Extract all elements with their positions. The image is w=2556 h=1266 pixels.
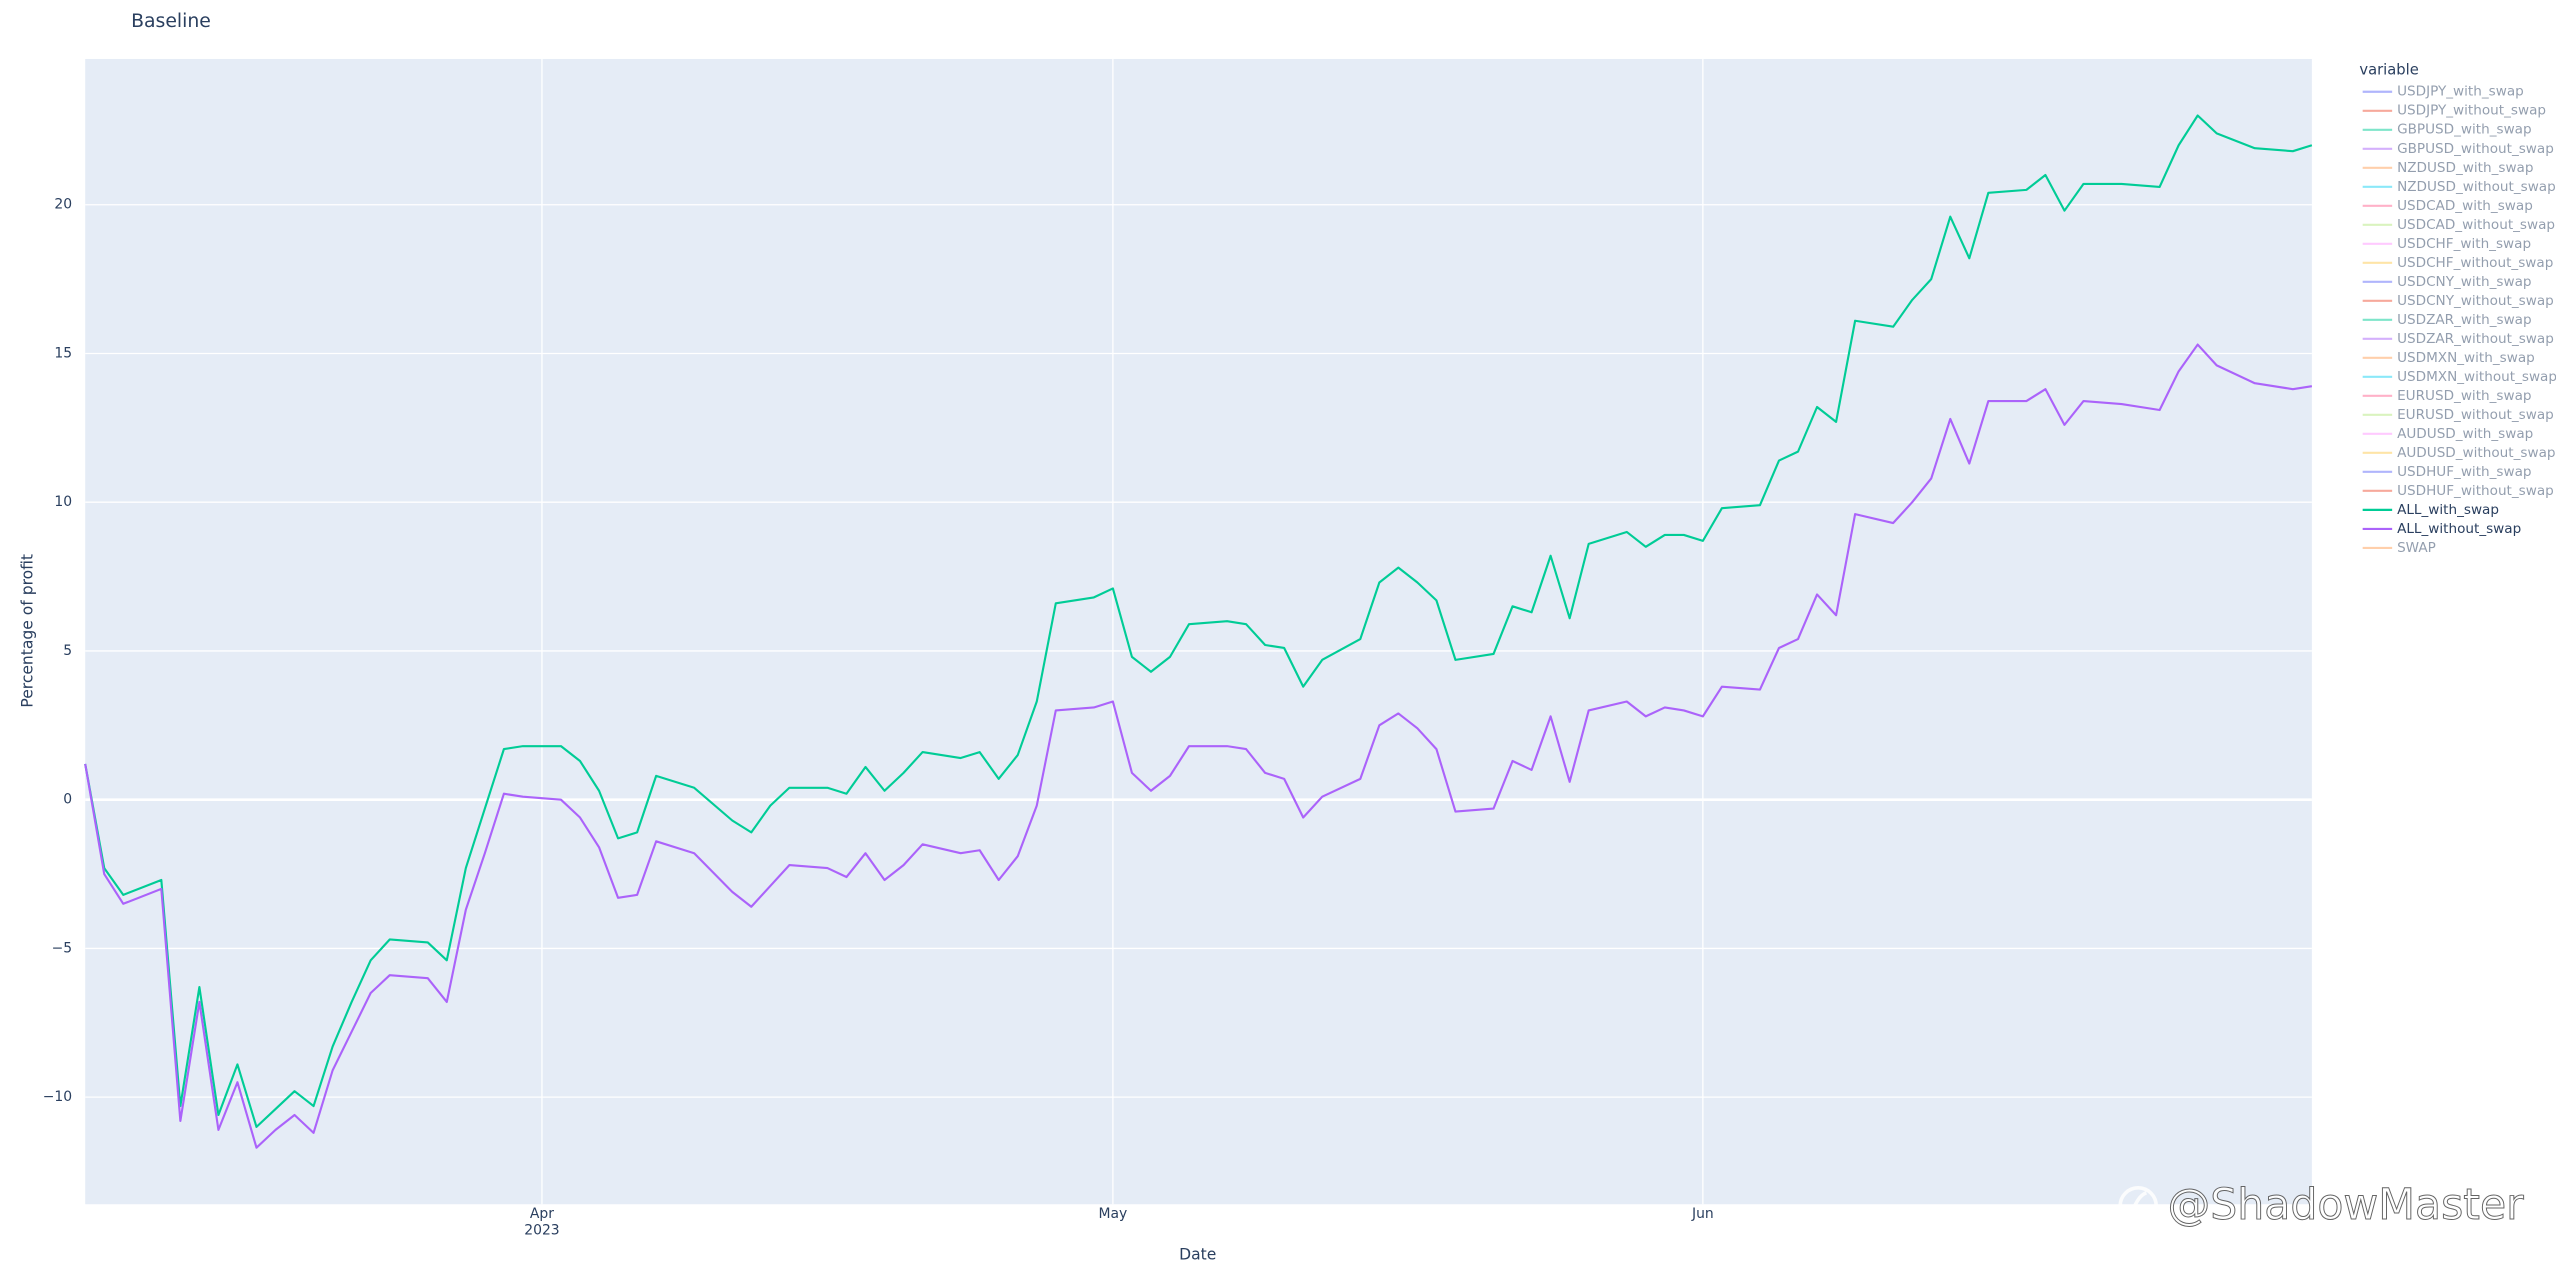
legend-item[interactable]: ALL_without_swap <box>2362 521 2522 537</box>
legend-label: EURUSD_with_swap <box>2397 388 2531 404</box>
y-tick-label: 5 <box>63 643 72 659</box>
y-tick-label: −10 <box>43 1089 72 1105</box>
chart-title: Baseline <box>131 11 211 32</box>
legend-item[interactable]: ALL_with_swap <box>2362 502 2499 518</box>
legend-label: USDCNY_with_swap <box>2397 274 2531 290</box>
legend-item[interactable]: AUDUSD_without_swap <box>2362 445 2556 461</box>
legend-label: GBPUSD_without_swap <box>2397 141 2554 157</box>
legend-item[interactable]: GBPUSD_without_swap <box>2362 141 2554 157</box>
y-tick-label: −5 <box>52 940 73 956</box>
legend-item[interactable]: USDJPY_with_swap <box>2362 84 2524 100</box>
legend-item[interactable]: USDJPY_without_swap <box>2362 103 2546 119</box>
legend-item[interactable]: USDZAR_without_swap <box>2362 331 2554 347</box>
y-tick-label: 10 <box>54 494 72 510</box>
y-tick-label: 20 <box>54 197 72 213</box>
legend-item[interactable]: USDCNY_with_swap <box>2362 274 2532 290</box>
legend-label: USDCHF_with_swap <box>2397 236 2531 252</box>
legend-label: ALL_with_swap <box>2397 502 2499 518</box>
legend-label: USDJPY_without_swap <box>2397 103 2546 119</box>
legend-label: AUDUSD_with_swap <box>2397 426 2533 442</box>
series-line <box>84 343 2313 1149</box>
legend-label: USDCHF_without_swap <box>2397 255 2553 271</box>
legend-label: USDCNY_without_swap <box>2397 293 2554 309</box>
legend-item[interactable]: USDZAR_with_swap <box>2362 312 2532 328</box>
legend-label: NZDUSD_without_swap <box>2397 179 2556 195</box>
y-tick-label: 0 <box>63 792 72 808</box>
watermark: @ShadowMaster <box>2168 1180 2524 1230</box>
legend-item[interactable]: NZDUSD_with_swap <box>2362 160 2534 176</box>
legend-label: USDZAR_with_swap <box>2397 312 2532 328</box>
legend-label: AUDUSD_without_swap <box>2397 445 2555 461</box>
y-tick-label: 15 <box>54 345 72 361</box>
x-tick-label: May <box>1099 1206 1128 1222</box>
x-tick-label: Apr 2023 <box>524 1206 559 1238</box>
legend-title: variable <box>2359 61 2418 78</box>
legend-label: USDMXN_with_swap <box>2397 350 2535 366</box>
legend-item[interactable]: GBPUSD_with_swap <box>2362 122 2532 138</box>
legend-label: USDHUF_with_swap <box>2397 464 2531 480</box>
legend-item[interactable]: AUDUSD_with_swap <box>2362 426 2534 442</box>
legend-label: USDMXN_without_swap <box>2397 369 2556 385</box>
legend-label: USDHUF_without_swap <box>2397 483 2554 499</box>
legend-label: SWAP <box>2397 540 2436 556</box>
legend-item[interactable]: SWAP <box>2362 540 2436 556</box>
legend-item[interactable]: EURUSD_with_swap <box>2362 388 2532 404</box>
legend-label: USDJPY_with_swap <box>2397 84 2524 100</box>
legend-item[interactable]: USDHUF_without_swap <box>2362 483 2554 499</box>
legend-item[interactable]: USDCHF_without_swap <box>2362 255 2554 271</box>
legend-label: USDCAD_with_swap <box>2397 198 2533 214</box>
y-axis-title: Percentage of profit <box>18 554 36 708</box>
legend-item[interactable]: EURUSD_without_swap <box>2362 407 2554 423</box>
series-line <box>84 114 2313 1128</box>
legend-item[interactable]: USDMXN_with_swap <box>2362 350 2535 366</box>
legend-item[interactable]: USDCAD_with_swap <box>2362 198 2533 214</box>
legend-label: NZDUSD_with_swap <box>2397 160 2533 176</box>
legend-item[interactable]: USDCAD_without_swap <box>2362 217 2555 233</box>
x-tick-label: Jun <box>1691 1206 1714 1222</box>
legend-label: EURUSD_without_swap <box>2397 407 2554 423</box>
legend-item[interactable]: USDHUF_with_swap <box>2362 464 2532 480</box>
x-axis-title: Date <box>1179 1246 1216 1264</box>
legend-label: ALL_without_swap <box>2397 521 2521 537</box>
legend-label: USDZAR_without_swap <box>2397 331 2554 347</box>
legend-label: GBPUSD_with_swap <box>2397 122 2532 138</box>
legend-item[interactable]: USDCHF_with_swap <box>2362 236 2531 252</box>
legend-label: USDCAD_without_swap <box>2397 217 2555 233</box>
legend-item[interactable]: USDCNY_without_swap <box>2362 293 2554 309</box>
legend-item[interactable]: NZDUSD_without_swap <box>2362 179 2556 195</box>
legend-item[interactable]: USDMXN_without_swap <box>2362 369 2556 385</box>
watermark-icon <box>2118 1186 2159 1226</box>
